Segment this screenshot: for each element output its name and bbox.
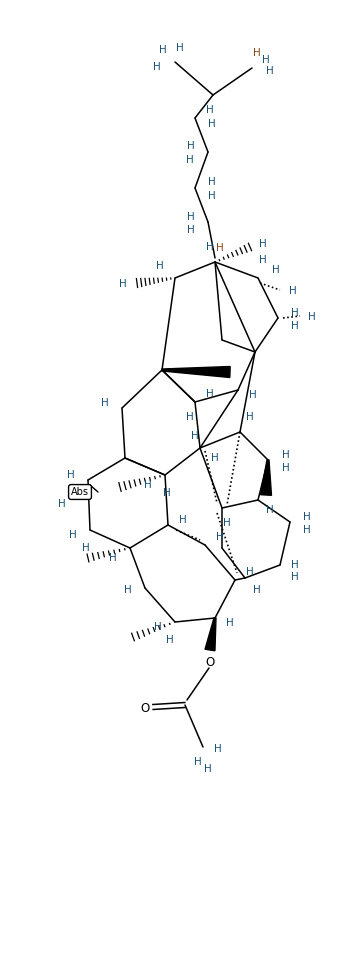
Text: H: H xyxy=(101,398,109,408)
Text: H: H xyxy=(179,515,187,525)
Text: Abs: Abs xyxy=(71,487,89,497)
Text: H: H xyxy=(259,239,267,249)
Text: H: H xyxy=(291,572,299,582)
Text: H: H xyxy=(187,141,195,151)
Text: H: H xyxy=(187,225,195,235)
Text: H: H xyxy=(246,412,254,422)
Text: H: H xyxy=(308,312,316,322)
Text: H: H xyxy=(211,453,219,463)
Text: H: H xyxy=(194,757,202,767)
Text: H: H xyxy=(186,155,194,165)
Text: H: H xyxy=(124,585,132,595)
Text: H: H xyxy=(119,279,127,289)
Text: H: H xyxy=(109,553,117,563)
Text: H: H xyxy=(214,744,222,754)
Text: H: H xyxy=(291,308,299,318)
Text: H: H xyxy=(206,105,214,115)
Text: H: H xyxy=(289,286,297,296)
Text: H: H xyxy=(226,618,234,628)
Text: H: H xyxy=(272,265,280,275)
Text: H: H xyxy=(156,261,164,271)
Text: H: H xyxy=(206,389,214,399)
Text: H: H xyxy=(216,532,224,542)
Text: H: H xyxy=(253,585,261,595)
Text: H: H xyxy=(223,518,231,528)
Text: O: O xyxy=(205,657,215,669)
Text: H: H xyxy=(262,55,270,65)
Text: H: H xyxy=(282,463,290,473)
Text: O: O xyxy=(141,701,150,715)
Text: H: H xyxy=(282,450,290,460)
Text: H: H xyxy=(303,525,311,535)
Polygon shape xyxy=(162,367,230,377)
Text: H: H xyxy=(249,390,257,400)
Text: H: H xyxy=(303,512,311,522)
Text: H: H xyxy=(67,470,75,480)
Text: H: H xyxy=(159,45,167,55)
Polygon shape xyxy=(205,618,216,651)
Text: H: H xyxy=(191,431,199,441)
Text: H: H xyxy=(58,499,66,509)
Text: H: H xyxy=(176,43,184,53)
Text: H: H xyxy=(266,66,274,76)
Text: H: H xyxy=(206,242,214,252)
Text: H: H xyxy=(208,119,216,129)
Text: H: H xyxy=(253,48,261,58)
Polygon shape xyxy=(261,460,272,495)
Text: H: H xyxy=(144,480,152,490)
Text: H: H xyxy=(154,622,162,632)
Text: H: H xyxy=(166,635,174,645)
Text: H: H xyxy=(153,62,161,72)
Text: H: H xyxy=(246,567,254,577)
Text: H: H xyxy=(291,560,299,570)
Text: H: H xyxy=(208,191,216,201)
Text: H: H xyxy=(266,505,274,515)
Text: H: H xyxy=(259,255,267,265)
Text: H: H xyxy=(208,177,216,187)
Text: H: H xyxy=(187,212,195,222)
Text: H: H xyxy=(216,243,224,253)
Text: H: H xyxy=(69,530,77,540)
Text: H: H xyxy=(163,488,171,498)
Text: H: H xyxy=(82,543,90,553)
Text: H: H xyxy=(186,412,194,422)
Text: H: H xyxy=(291,321,299,331)
Text: H: H xyxy=(204,764,212,774)
